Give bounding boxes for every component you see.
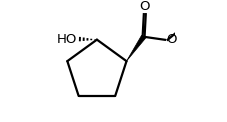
- Text: O: O: [165, 33, 176, 46]
- Text: HO: HO: [57, 33, 77, 46]
- Text: O: O: [139, 0, 149, 13]
- Polygon shape: [126, 35, 145, 61]
